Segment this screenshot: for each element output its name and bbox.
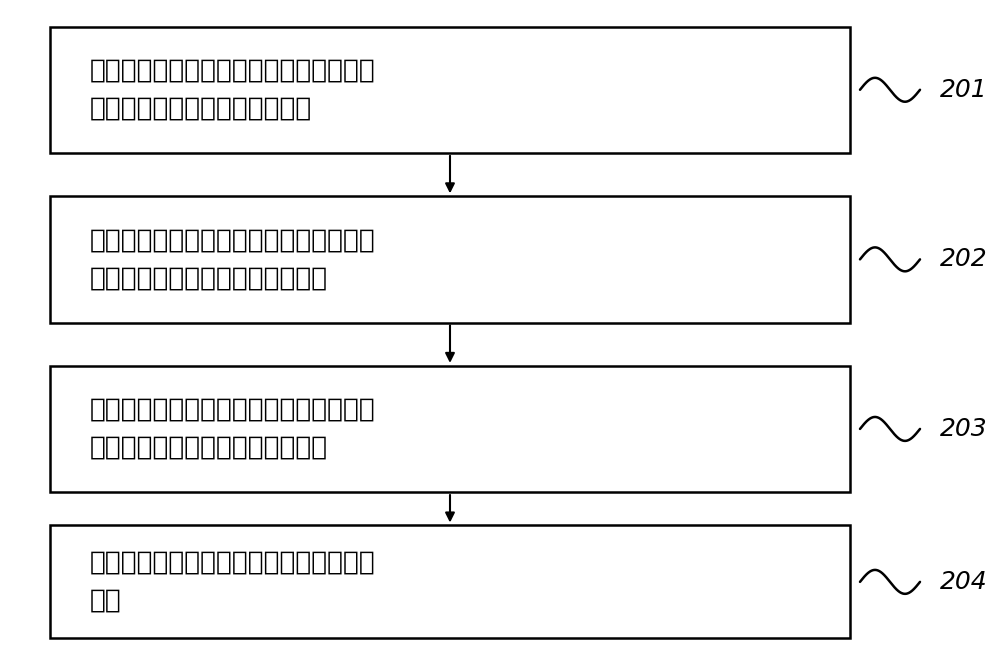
Text: 204: 204 — [940, 570, 988, 594]
Text: 202: 202 — [940, 247, 988, 271]
Text: 若动力参数位于正常工作范围，则显示动
力设备正常并显示继续航行的建议: 若动力参数位于正常工作范围，则显示动 力设备正常并显示继续航行的建议 — [90, 397, 376, 461]
Bar — [50, 525, 850, 638]
Bar — [50, 27, 850, 153]
Text: 203: 203 — [940, 417, 988, 441]
Text: 201: 201 — [940, 78, 988, 102]
Bar — [50, 196, 850, 323]
Text: 若滑失率大于等于滑失率警戒值，则将动
力参数与正常工作范围进行比较: 若滑失率大于等于滑失率警戒值，则将动 力参数与正常工作范围进行比较 — [90, 58, 376, 122]
Text: 若动力参数超出正常工作范围，则显示动
力设备故障并显示返航维修的建议: 若动力参数超出正常工作范围，则显示动 力设备故障并显示返航维修的建议 — [90, 227, 376, 291]
Bar — [50, 366, 850, 492]
Text: 若滑失率小于滑失率警戒值，则显示继续
航行: 若滑失率小于滑失率警戒值，则显示继续 航行 — [90, 550, 376, 614]
